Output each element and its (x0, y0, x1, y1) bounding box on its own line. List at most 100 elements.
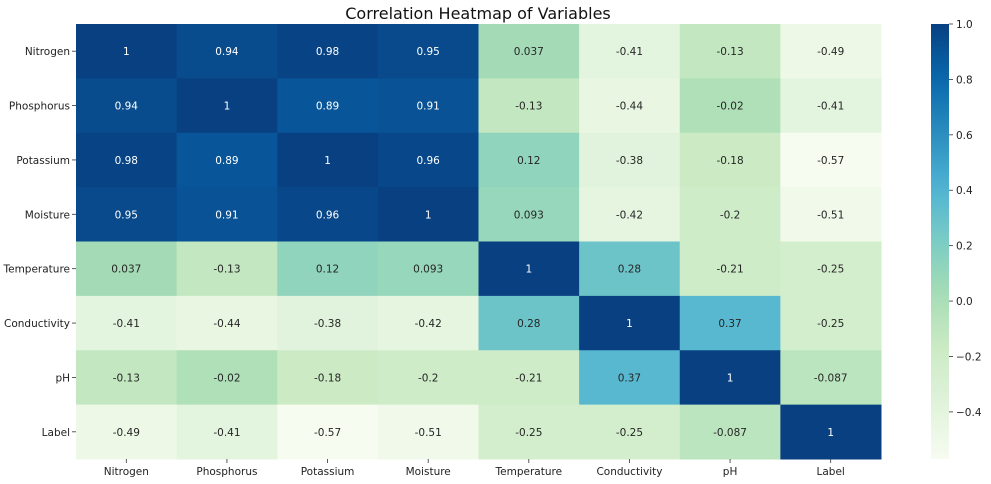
heatmap-cell (176, 78, 278, 134)
heatmap-cell (780, 187, 882, 242)
cell-annotation: -0.38 (616, 155, 643, 167)
colorbar-tick-label: 0.6 (956, 130, 973, 142)
heatmap-cell (277, 404, 379, 460)
cell-annotation: 1 (827, 427, 834, 439)
heatmap-cell (478, 350, 580, 406)
heatmap-cell (377, 187, 479, 242)
x-tick-label: Conductivity (596, 466, 662, 478)
heatmap-cell (780, 241, 882, 297)
cell-annotation: -0.38 (314, 318, 341, 330)
heatmap-cell (176, 295, 278, 351)
colorbar-tick-label: 0.2 (956, 241, 973, 253)
heatmap-cell (377, 295, 479, 351)
cell-annotation: -0.25 (515, 427, 542, 439)
cell-annotation: -0.2 (720, 209, 741, 221)
heatmap-cell (579, 404, 681, 460)
cell-annotation: 0.94 (115, 101, 139, 113)
cell-annotation: -0.42 (616, 209, 643, 221)
cell-annotation: -0.51 (817, 209, 844, 221)
cell-annotation: -0.44 (213, 318, 240, 330)
heatmap-cell (76, 350, 178, 406)
heatmap-cell (579, 24, 681, 79)
y-tick-label: Moisture (25, 209, 70, 221)
cell-annotation: 0.12 (517, 155, 540, 167)
cell-annotation: 0.89 (316, 101, 339, 113)
cell-annotation: -0.13 (716, 46, 743, 58)
colorbar-gradient (931, 24, 949, 459)
cell-annotation: -0.41 (113, 318, 140, 330)
heatmap-cell (478, 24, 580, 79)
cell-annotation: 0.98 (316, 46, 339, 58)
cell-annotation: -0.25 (817, 264, 844, 276)
cell-annotation: 1 (727, 372, 734, 384)
heatmap-cell (478, 132, 580, 188)
heatmap-cell (176, 404, 278, 460)
heatmap-cell (176, 350, 278, 406)
y-tick-label: Phosphorus (9, 101, 70, 113)
colorbar-tick-label: 1.0 (956, 19, 973, 31)
heatmap-cell (76, 295, 178, 351)
heatmap-cell (579, 350, 681, 406)
heatmap-cell (76, 132, 178, 188)
y-tick-label: pH (55, 372, 70, 384)
cell-annotation: 1 (525, 264, 532, 276)
heatmap-cell (679, 350, 781, 406)
heatmap-cell (377, 24, 479, 79)
y-tick-label: Temperature (2, 264, 70, 276)
heatmap-cell (780, 24, 882, 79)
cell-annotation: -0.087 (713, 427, 747, 439)
heatmap-cell (377, 404, 479, 460)
x-tick-label: Label (817, 466, 845, 478)
heatmap-cell (76, 187, 178, 242)
cell-annotation: -0.02 (716, 101, 743, 113)
cell-annotation: 0.91 (416, 101, 439, 113)
heatmap-cell (478, 404, 580, 460)
cell-annotation: 0.98 (115, 155, 138, 167)
cell-annotation: -0.13 (113, 372, 140, 384)
heatmap-cell (277, 295, 379, 351)
heatmap-cell (176, 24, 278, 79)
heatmap-cell (377, 78, 479, 134)
cell-annotation: 1 (123, 46, 130, 58)
heatmap-cell (277, 187, 379, 242)
heatmap-cell (277, 78, 379, 134)
cell-annotation: -0.18 (716, 155, 743, 167)
y-tick-label: Label (42, 427, 70, 439)
chart-title: Correlation Heatmap of Variables (345, 4, 611, 23)
heatmap-cell (176, 132, 278, 188)
heatmap-cell (679, 404, 781, 460)
heatmap-cell (679, 295, 781, 351)
heatmap-cell (377, 132, 479, 188)
cell-annotation: 0.95 (416, 46, 439, 58)
y-tick-label: Nitrogen (25, 46, 70, 58)
cell-annotation: 1 (224, 101, 231, 113)
cell-annotation: 0.91 (215, 209, 238, 221)
x-tick-label: Moisture (406, 466, 451, 478)
cell-annotation: -0.2 (418, 372, 439, 384)
heatmap-cell (679, 24, 781, 79)
cell-annotation: -0.41 (616, 46, 643, 58)
colorbar-tick-label: 0.4 (956, 185, 973, 197)
cell-annotation: -0.57 (314, 427, 341, 439)
heatmap-cell (579, 187, 681, 242)
cell-annotation: 0.037 (514, 46, 544, 58)
x-tick-label: pH (723, 466, 738, 478)
heatmap-cell (679, 132, 781, 188)
cell-annotation: 1 (425, 209, 432, 221)
cell-annotation: -0.44 (616, 101, 643, 113)
cell-annotation: -0.18 (314, 372, 341, 384)
x-tick-label: Potassium (301, 466, 355, 478)
colorbar-tick-label: 0.0 (956, 296, 973, 308)
cell-annotation: -0.087 (814, 372, 848, 384)
heatmap-cell (76, 404, 178, 460)
heatmap-cell (478, 295, 580, 351)
cell-annotation: 0.37 (718, 318, 741, 330)
x-tick-label: Phosphorus (196, 466, 257, 478)
heatmap-cell (277, 350, 379, 406)
y-tick-label: Conductivity (4, 318, 70, 330)
heatmap-cell (780, 78, 882, 134)
cell-annotation: 0.96 (316, 209, 340, 221)
heatmap-cell (579, 241, 681, 297)
heatmap-cell (478, 241, 580, 297)
heatmap-cell (76, 241, 178, 297)
